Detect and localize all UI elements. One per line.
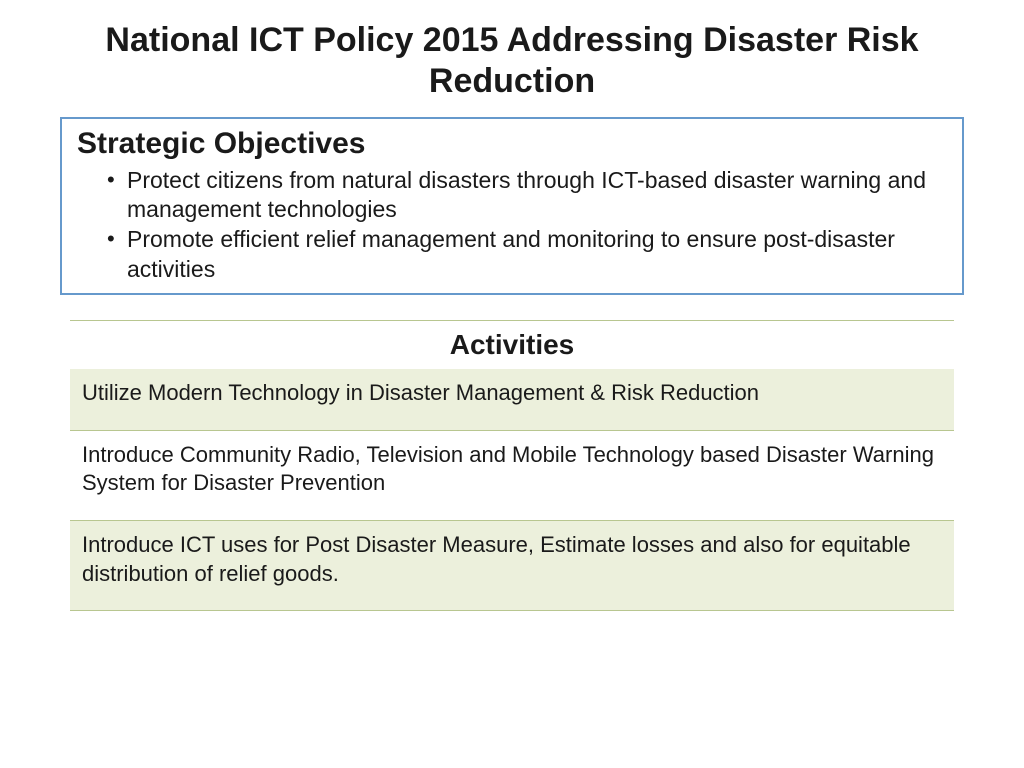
activities-section: Activities Utilize Modern Technology in … (70, 320, 954, 611)
page-title: National ICT Policy 2015 Addressing Disa… (15, 20, 1009, 102)
strategic-objectives-box: Strategic Objectives Protect citizens fr… (60, 117, 964, 296)
activities-heading: Activities (70, 329, 954, 361)
objectives-heading: Strategic Objectives (77, 127, 947, 161)
objective-item: Protect citizens from natural disasters … (107, 166, 947, 226)
activity-row: Introduce Community Radio, Television an… (70, 431, 954, 521)
activity-row: Introduce ICT uses for Post Disaster Mea… (70, 521, 954, 611)
activity-row: Utilize Modern Technology in Disaster Ma… (70, 369, 954, 431)
divider (70, 320, 954, 321)
objective-item: Promote efficient relief management and … (107, 225, 947, 285)
objectives-list: Protect citizens from natural disasters … (77, 166, 947, 286)
